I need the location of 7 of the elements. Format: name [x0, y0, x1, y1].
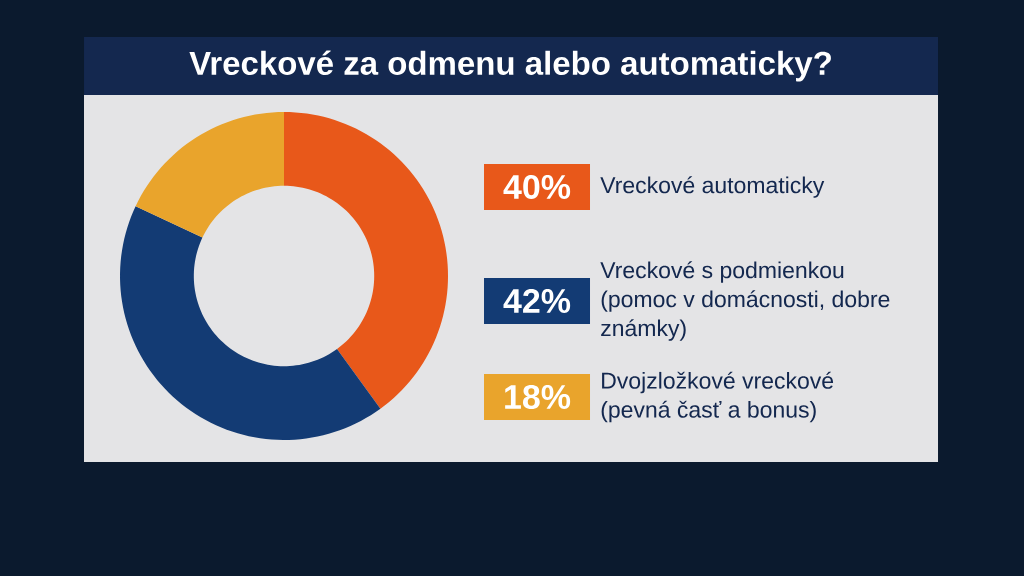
data-label: 40% — [503, 174, 571, 200]
legend-label: Dvojzložkové vreckové (pevná časť a bonus) — [601, 371, 834, 423]
legend-label: Vreckové automaticky — [600, 176, 825, 198]
data-label: 18% — [505, 384, 571, 410]
chart-title: Vreckové za odmenu alebo automaticky? — [189, 50, 831, 82]
data-label: 42% — [503, 288, 571, 313]
legend-label: Vreckové s podmienkou (pomoc v domácnosti, dobre známky) — [600, 261, 890, 341]
